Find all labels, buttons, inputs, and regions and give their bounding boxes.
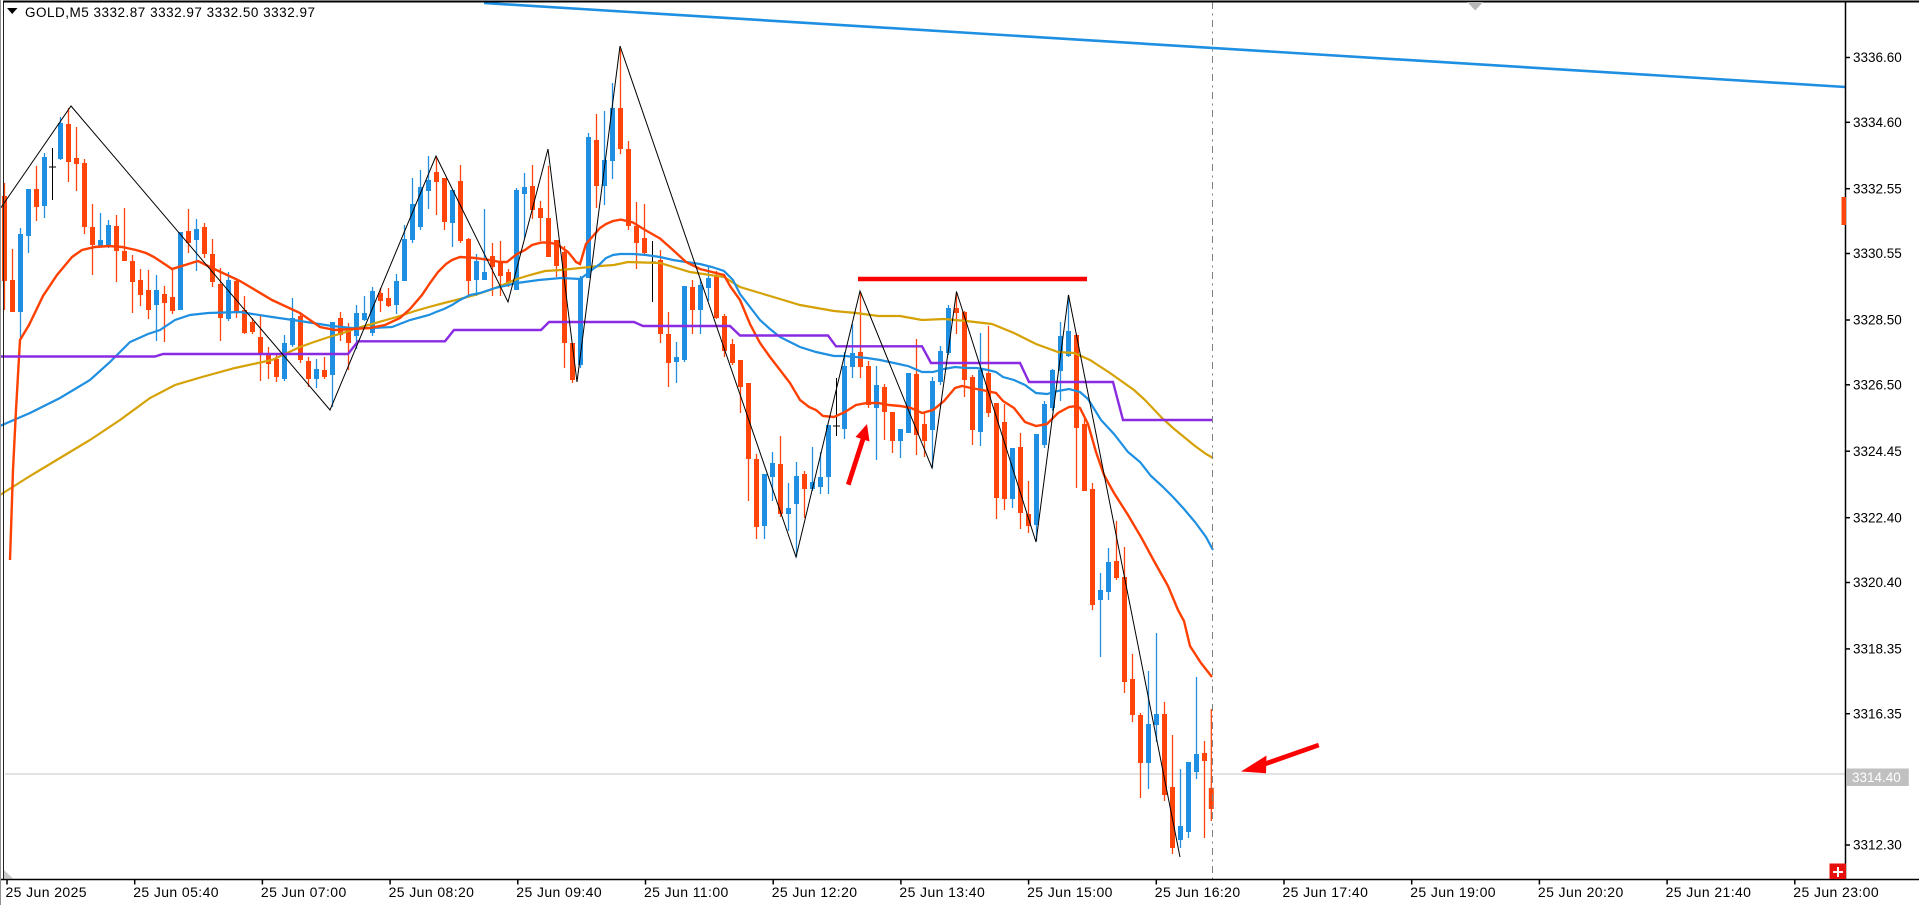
svg-text:3316.35: 3316.35: [1853, 706, 1902, 721]
svg-text:25 Jun 16:20: 25 Jun 16:20: [1155, 884, 1241, 900]
svg-text:25 Jun 2025: 25 Jun 2025: [6, 884, 87, 900]
svg-text:25 Jun 21:40: 25 Jun 21:40: [1666, 884, 1752, 900]
svg-text:GOLD,M5 3332.87 3332.97 3332.: GOLD,M5 3332.87 3332.97 3332.50 3332.97: [25, 5, 315, 20]
svg-text:3330.55: 3330.55: [1853, 246, 1902, 261]
svg-text:3312.30: 3312.30: [1853, 838, 1902, 853]
svg-text:3334.60: 3334.60: [1853, 115, 1902, 130]
svg-text:25 Jun 19:00: 25 Jun 19:00: [1410, 884, 1496, 900]
svg-text:25 Jun 23:00: 25 Jun 23:00: [1793, 884, 1879, 900]
svg-text:25 Jun 20:20: 25 Jun 20:20: [1538, 884, 1624, 900]
svg-text:3328.50: 3328.50: [1853, 313, 1902, 328]
svg-text:25 Jun 13:40: 25 Jun 13:40: [899, 884, 985, 900]
svg-text:3318.35: 3318.35: [1853, 642, 1902, 657]
svg-text:25 Jun 17:40: 25 Jun 17:40: [1283, 884, 1369, 900]
svg-text:25 Jun 08:20: 25 Jun 08:20: [389, 884, 475, 900]
svg-text:3322.40: 3322.40: [1853, 510, 1902, 525]
svg-text:25 Jun 15:00: 25 Jun 15:00: [1027, 884, 1113, 900]
svg-text:3314.40: 3314.40: [1852, 770, 1901, 785]
svg-text:3324.45: 3324.45: [1853, 444, 1902, 459]
svg-text:25 Jun 11:00: 25 Jun 11:00: [644, 884, 729, 900]
svg-text:25 Jun 09:40: 25 Jun 09:40: [516, 884, 602, 900]
svg-text:25 Jun 07:00: 25 Jun 07:00: [261, 884, 347, 900]
svg-text:3336.60: 3336.60: [1853, 50, 1902, 65]
svg-text:25 Jun 12:20: 25 Jun 12:20: [772, 884, 858, 900]
svg-text:3326.50: 3326.50: [1853, 378, 1902, 393]
svg-text:3332.55: 3332.55: [1853, 181, 1902, 196]
svg-text:25 Jun 05:40: 25 Jun 05:40: [133, 884, 219, 900]
svg-text:3320.40: 3320.40: [1853, 575, 1902, 590]
